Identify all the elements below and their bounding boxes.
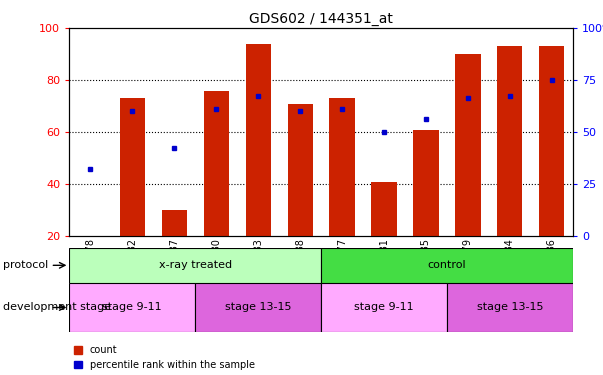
Bar (321, 283, 447, 332)
Bar (455, 54, 481, 236)
Bar (539, 46, 564, 236)
Legend: count, percentile rank within the sample: count, percentile rank within the sample (74, 345, 254, 370)
Text: stage 9-11: stage 9-11 (354, 303, 414, 312)
Bar (119, 98, 145, 236)
Bar (371, 182, 397, 236)
Bar (69, 283, 195, 332)
Text: control: control (428, 260, 466, 270)
Text: stage 9-11: stage 9-11 (103, 303, 162, 312)
Bar (195, 283, 321, 332)
Bar (447, 283, 573, 332)
Bar (204, 91, 229, 236)
Bar (245, 44, 271, 236)
Text: stage 13-15: stage 13-15 (225, 303, 291, 312)
Text: stage 13-15: stage 13-15 (476, 303, 543, 312)
Text: x-ray treated: x-ray treated (159, 260, 232, 270)
Bar (321, 248, 573, 283)
Bar (162, 210, 187, 236)
Bar (69, 248, 321, 283)
Title: GDS602 / 144351_at: GDS602 / 144351_at (249, 12, 393, 26)
Bar (329, 98, 355, 236)
Bar (414, 130, 438, 236)
Text: development stage: development stage (3, 303, 111, 312)
Text: protocol: protocol (3, 261, 48, 270)
Bar (497, 46, 522, 236)
Bar (288, 104, 313, 236)
